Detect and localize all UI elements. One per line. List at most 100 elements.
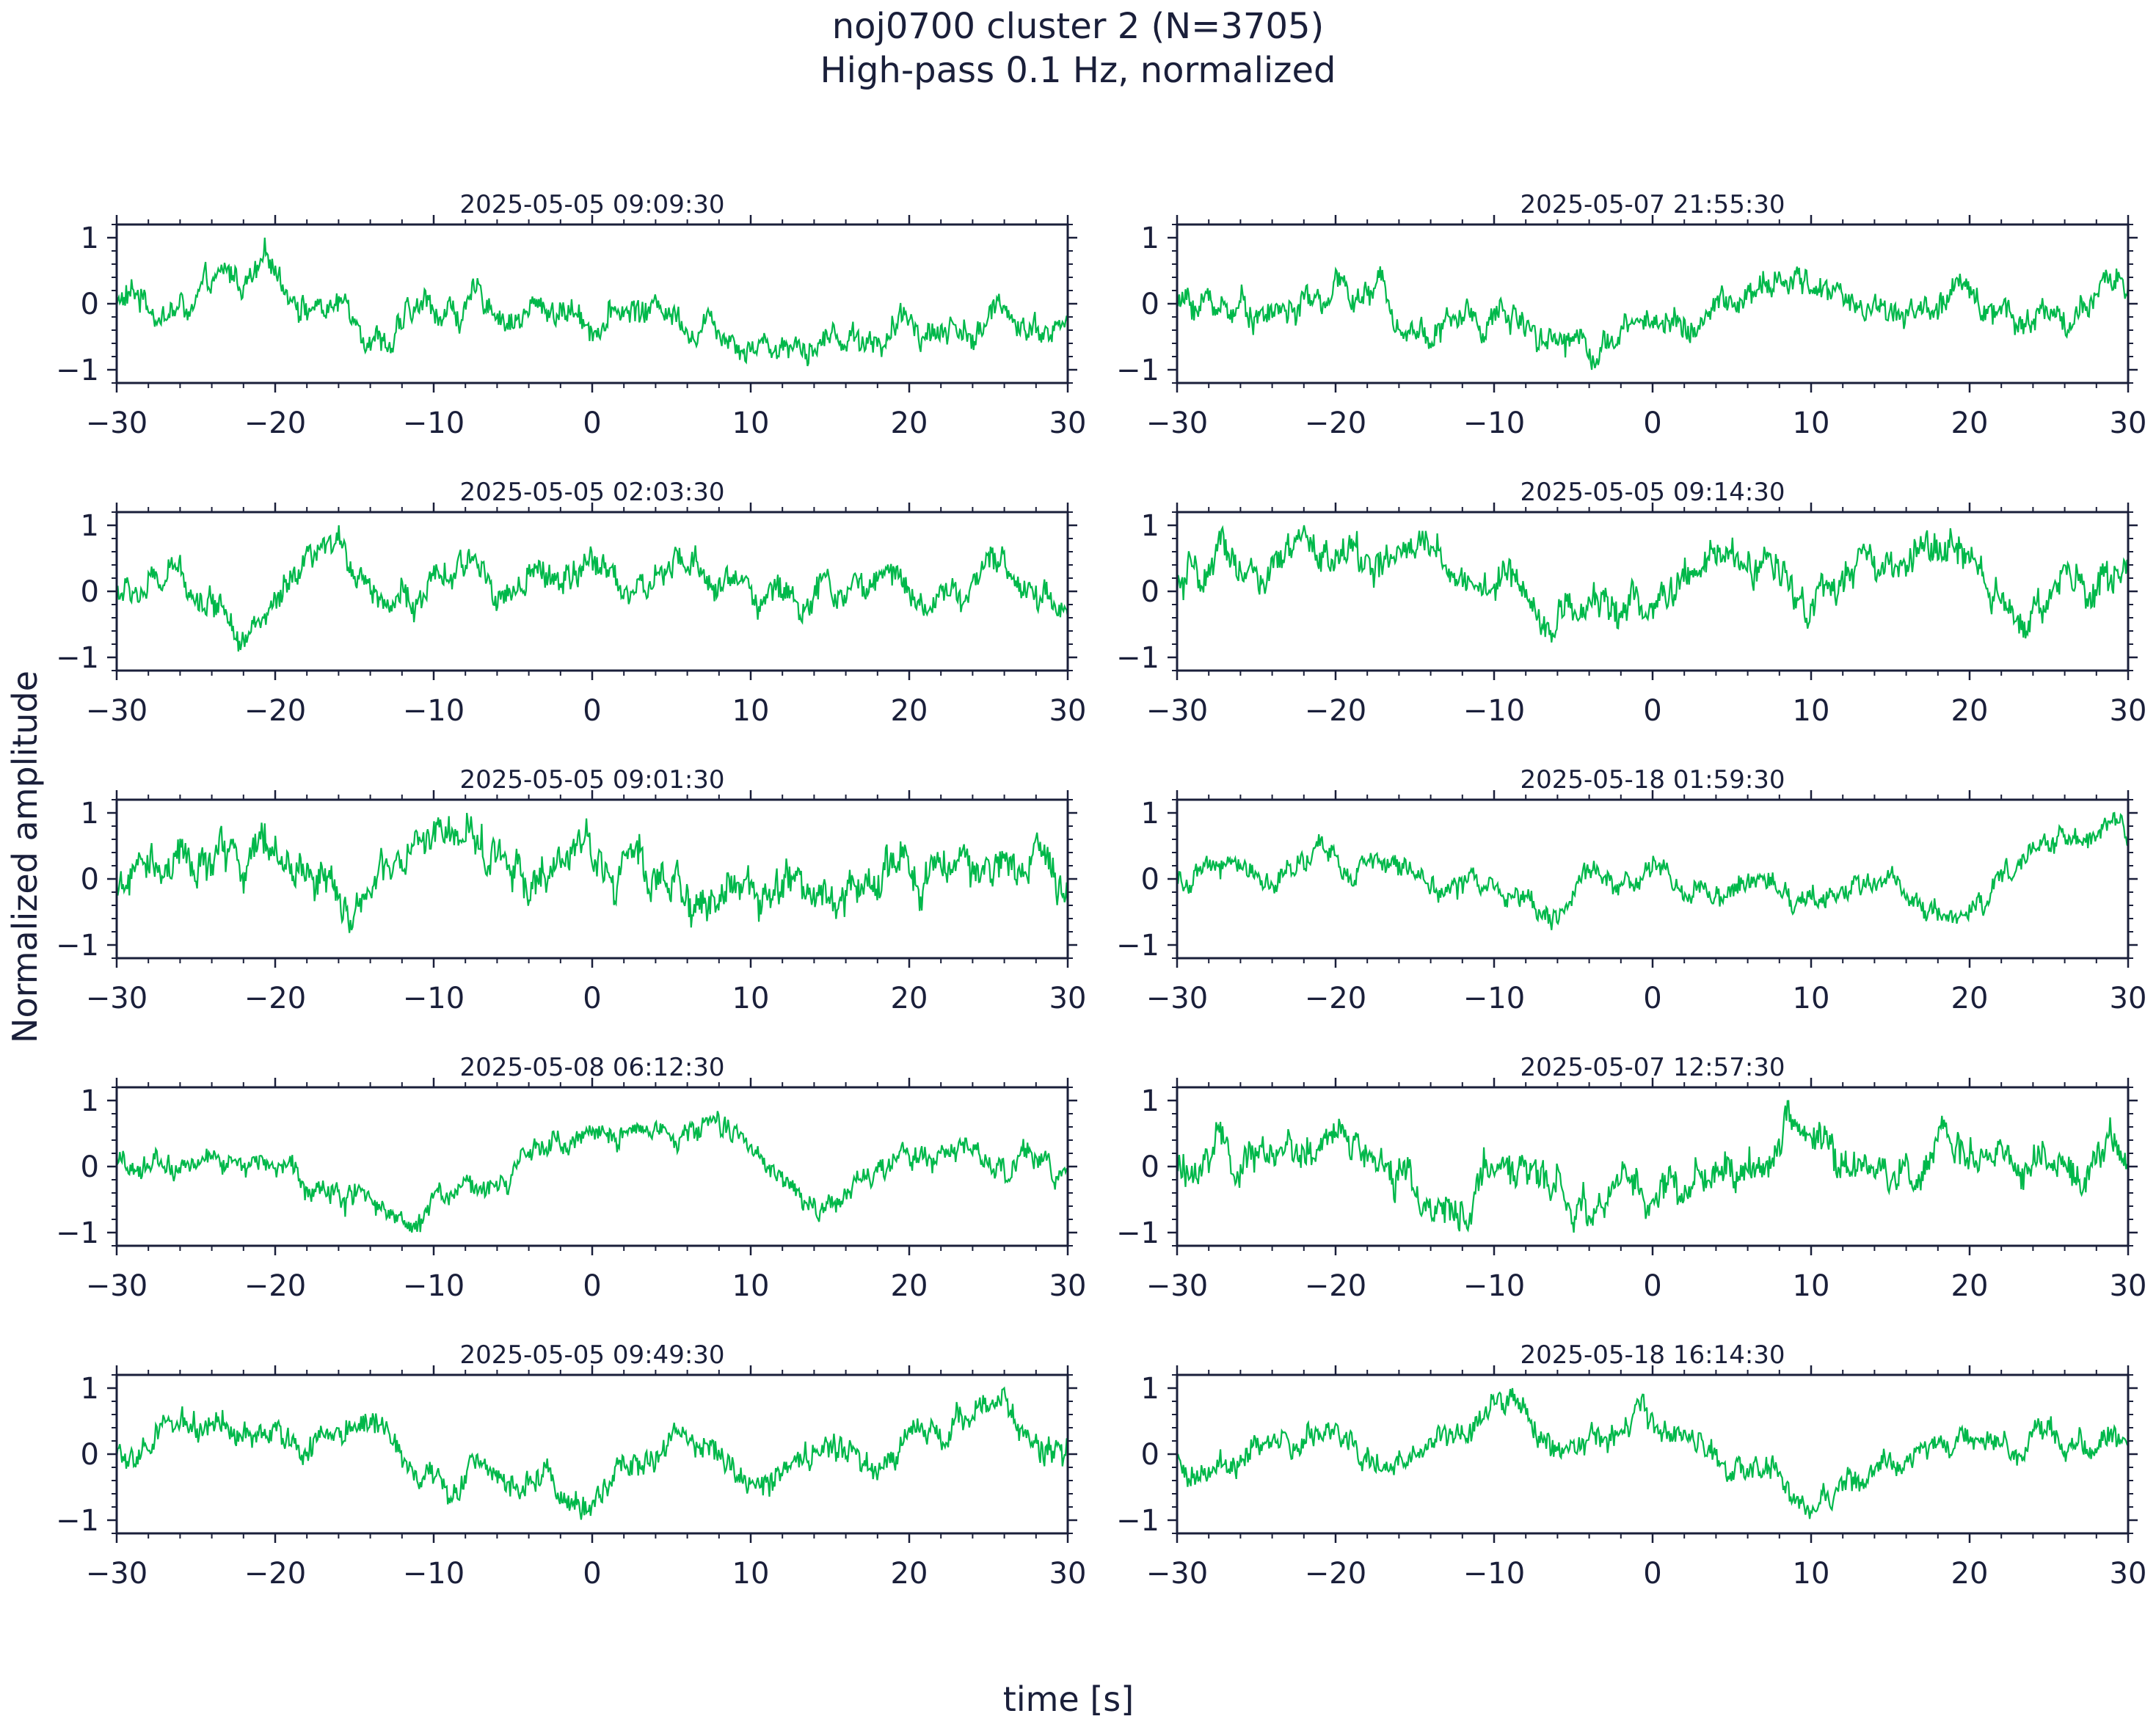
x-tick-label: 30 [1049, 1557, 1087, 1591]
x-tick-label: −10 [1463, 1269, 1525, 1303]
y-tick-label: −1 [1116, 1504, 1159, 1538]
figure-title: noj0700 cluster 2 (N=3705) [831, 6, 1325, 47]
panel-title: 2025-05-05 02:03:30 [459, 478, 724, 507]
x-tick-label: −30 [1146, 694, 1208, 728]
panel-5: 2025-05-05 09:01:30−30 −20 −10 0 10 20 30−101 [56, 765, 1086, 1015]
x-tick-label: −30 [1146, 406, 1208, 440]
panel-4: 2025-05-05 09:14:30−30 −20 −10 0 10 20 30−101 [1116, 478, 2146, 728]
y-tick-label: 1 [1141, 797, 1159, 831]
x-tick-label: 30 [1049, 694, 1087, 728]
y-tick-label: −1 [1116, 354, 1159, 387]
x-tick-label: 20 [1951, 694, 1989, 728]
x-tick-label: 10 [732, 694, 770, 728]
waveform-line [1176, 1100, 2129, 1233]
x-tick-label: −20 [1305, 1557, 1366, 1591]
y-tick-label: 0 [81, 288, 99, 321]
x-tick-label: 20 [891, 406, 928, 440]
waveform-line [1176, 266, 2130, 371]
panel-title: 2025-05-05 09:09:30 [459, 190, 724, 219]
y-axis-label: Normalized amplitude [5, 671, 45, 1043]
x-tick-label: −10 [1463, 694, 1525, 728]
x-tick-label: −20 [244, 982, 306, 1015]
y-tick-label: 1 [1141, 1372, 1159, 1406]
y-tick-label: 0 [1141, 575, 1159, 609]
x-tick-label: −30 [86, 1269, 148, 1303]
x-tick-label: 0 [583, 1557, 601, 1591]
x-tick-label: −30 [1146, 982, 1208, 1015]
x-tick-label: 10 [732, 406, 770, 440]
x-tick-label: −30 [1146, 1269, 1208, 1303]
x-tick-label: 0 [1643, 982, 1661, 1015]
x-tick-label: 20 [891, 694, 928, 728]
x-tick-label: −20 [1305, 694, 1366, 728]
figure-subtitle: High-pass 0.1 Hz, normalized [820, 50, 1336, 91]
x-tick-label: 30 [2110, 1269, 2147, 1303]
waveform-line [115, 237, 1069, 367]
x-tick-label: 10 [732, 1557, 770, 1591]
x-tick-label: −10 [1463, 406, 1525, 440]
y-tick-label: −1 [56, 1216, 99, 1250]
x-tick-label: 0 [1643, 694, 1661, 728]
y-tick-label: 0 [1141, 288, 1159, 321]
y-tick-label: 1 [1141, 509, 1159, 543]
y-tick-label: 1 [1141, 222, 1159, 255]
panel-frame [1176, 1086, 2130, 1247]
waveform-line [115, 1111, 1068, 1233]
x-tick-label: 0 [1643, 1557, 1661, 1591]
panel-title: 2025-05-08 06:12:30 [459, 1053, 724, 1082]
y-tick-label: 0 [81, 863, 99, 897]
x-tick-label: 20 [1951, 1269, 1989, 1303]
x-tick-label: 0 [583, 406, 601, 440]
panel-title: 2025-05-05 09:14:30 [1520, 478, 1785, 507]
x-tick-label: 30 [1049, 1269, 1087, 1303]
x-tick-label: −20 [244, 406, 306, 440]
panel-7: 2025-05-08 06:12:30−30 −20 −10 0 10 20 30−101 [56, 1053, 1086, 1303]
panel-6: 2025-05-18 01:59:30−30 −20 −10 0 10 20 30−101 [1116, 765, 2146, 1015]
panel-title: 2025-05-07 12:57:30 [1520, 1053, 1785, 1082]
x-tick-label: −10 [403, 406, 465, 440]
figure-title-block: noj0700 cluster 2 (N=3705) High-pass 0.1… [0, 4, 2156, 92]
x-tick-label: 30 [2110, 406, 2147, 440]
x-tick-label: −20 [244, 1557, 306, 1591]
waveform-line [115, 525, 1069, 652]
waveform-line [1176, 811, 2129, 930]
panel-2: 2025-05-07 21:55:30−30 −20 −10 0 10 20 30−101 [1116, 190, 2146, 440]
x-tick-label: −20 [1305, 982, 1366, 1015]
y-tick-label: −1 [56, 929, 99, 963]
x-tick-label: −10 [403, 1269, 465, 1303]
y-tick-label: 1 [81, 1084, 99, 1118]
x-tick-label: 10 [1793, 1269, 1830, 1303]
x-tick-label: 20 [1951, 406, 1989, 440]
x-tick-label: −10 [403, 1557, 465, 1591]
x-tick-label: 10 [1793, 982, 1830, 1015]
x-tick-label: 10 [1793, 1557, 1830, 1591]
y-tick-label: 0 [1141, 1150, 1159, 1184]
x-tick-label: 0 [1643, 1269, 1661, 1303]
x-tick-label: −20 [1305, 1269, 1366, 1303]
x-tick-label: 0 [1643, 406, 1661, 440]
panel-title: 2025-05-07 21:55:30 [1520, 190, 1785, 219]
panel-frame [115, 1373, 1069, 1535]
x-tick-label: −10 [1463, 982, 1525, 1015]
x-axis-label: time [s] [1003, 1679, 1134, 1719]
x-tick-label: −30 [86, 406, 148, 440]
y-tick-label: 0 [81, 575, 99, 609]
y-tick-label: 1 [81, 509, 99, 543]
x-tick-label: −30 [1146, 1557, 1208, 1591]
y-tick-label: −1 [56, 641, 99, 675]
panels-group: 2025-05-05 09:09:30−30 −20 −10 0 10 20 30−1012… [56, 190, 2146, 1591]
panel-frame [1176, 511, 2130, 672]
panel-title: 2025-05-05 09:49:30 [459, 1340, 724, 1370]
x-tick-label: 0 [583, 694, 601, 728]
panel-10: 2025-05-18 16:14:30−30 −20 −10 0 10 20 30−101 [1116, 1340, 2146, 1591]
panel-3: 2025-05-05 02:03:30−30 −20 −10 0 10 20 30−101 [56, 478, 1086, 728]
y-tick-label: 0 [1141, 863, 1159, 897]
x-tick-label: 20 [1951, 982, 1989, 1015]
y-tick-label: 0 [81, 1438, 99, 1472]
y-tick-label: −1 [1116, 641, 1159, 675]
x-tick-label: 20 [891, 1557, 928, 1591]
x-tick-label: −30 [86, 1557, 148, 1591]
x-tick-label: 10 [1793, 406, 1830, 440]
x-tick-label: 30 [2110, 1557, 2147, 1591]
